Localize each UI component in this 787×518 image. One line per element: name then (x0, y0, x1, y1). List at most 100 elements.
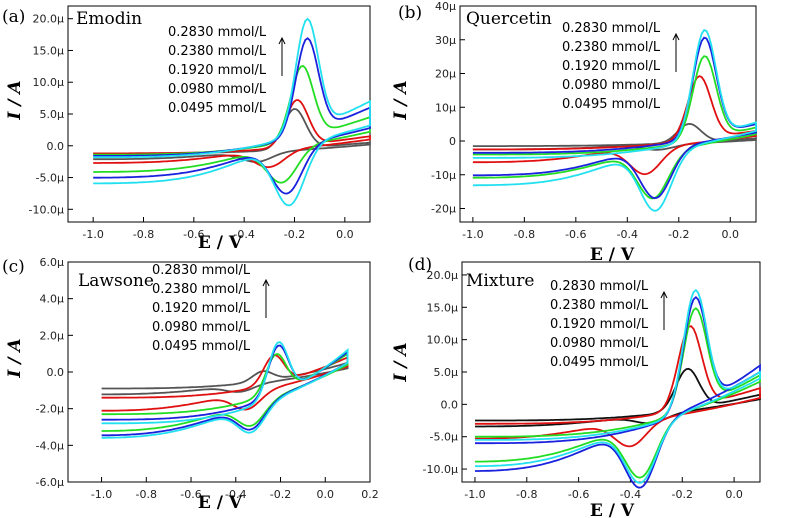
x-tick-label: -0.8 (133, 228, 154, 241)
legend-entry: 0.2830 mmol/L (562, 21, 661, 36)
legend-entry: 0.0980 mmol/L (550, 336, 649, 351)
series-line-3 (475, 295, 761, 489)
chart-title: Quercetin (466, 9, 552, 29)
x-tick-label: -0.4 (233, 228, 254, 241)
x-tick-label: -1.0 (464, 488, 485, 501)
legend-entry: 0.1920 mmol/L (550, 317, 649, 332)
panel-label: (d) (408, 255, 432, 275)
legend-entry: 0.2830 mmol/L (168, 25, 267, 40)
x-tick-label: -0.4 (617, 228, 638, 241)
x-tick-label: -0.2 (672, 488, 693, 501)
chart-title: Emodin (76, 9, 142, 29)
x-tick-label: -0.6 (568, 488, 589, 501)
x-axis-label: E / V (590, 245, 635, 265)
legend-entry: 0.0495 mmol/L (168, 101, 267, 116)
x-tick-label: -0.2 (668, 228, 689, 241)
x-tick-label: -0.6 (180, 488, 201, 501)
x-tick-label: 0.2 (361, 488, 379, 501)
y-tick-label: 0 (449, 135, 456, 148)
y-axis-label: I / A (391, 80, 411, 120)
y-tick-label: -20µ (431, 203, 456, 216)
x-axis-label: E / V (590, 501, 635, 518)
y-tick-label: 15.0µ (33, 44, 65, 57)
series-line-4 (472, 29, 757, 212)
y-tick-label: 0.0 (47, 366, 65, 379)
y-tick-label: 5.0µ (434, 366, 459, 379)
y-tick-label: 15.0µ (427, 301, 459, 314)
series-line-4 (93, 17, 371, 207)
panel-b: -1.0 -0.8 -0.6 -0.4 -0.2 0.0 -20µ -10µ 0 10µ 20µ 30… (391, 0, 757, 265)
y-tick-label: -10.0µ (29, 203, 64, 216)
y-tick-label: -10µ (431, 169, 456, 182)
x-tick-label: -0.2 (270, 488, 291, 501)
arrow-head (672, 32, 680, 41)
legend-entry: 0.0495 mmol/L (152, 339, 251, 354)
y-tick-label: -10.0µ (423, 463, 458, 476)
y-axis-label: I / A (5, 80, 25, 120)
legend-entry: 0.1920 mmol/L (168, 63, 267, 78)
panel-label: (a) (2, 7, 25, 27)
x-tick-label: -0.4 (225, 488, 246, 501)
legend-entry: 0.0980 mmol/L (152, 320, 251, 335)
x-tick-label: -0.4 (620, 488, 641, 501)
legend-entry: 0.0980 mmol/L (168, 82, 267, 97)
plot-frame (459, 5, 757, 223)
y-tick-label: 10µ (435, 101, 456, 114)
x-tick-label: -0.2 (284, 228, 305, 241)
x-tick-label: -1.0 (82, 228, 103, 241)
y-tick-label: 30µ (435, 34, 456, 47)
y-tick-label: -5.0µ (430, 431, 458, 444)
x-tick-label: -0.8 (514, 228, 535, 241)
panel-d: -1.0 -0.8 -0.6 -0.4 -0.2 0.0 -10.0µ -5.0µ 0.0 5.0… (391, 255, 761, 518)
y-tick-label: -5.0µ (36, 172, 64, 185)
y-tick-label: 20.0µ (33, 13, 65, 26)
series-line-4 (101, 341, 349, 439)
y-tick-label: 5.0µ (40, 108, 65, 121)
x-tick-label: -0.6 (183, 228, 204, 241)
y-tick-label: 20µ (435, 68, 456, 81)
legend-entry: 0.1920 mmol/L (152, 301, 251, 316)
y-tick-label: 0.0 (441, 398, 459, 411)
x-tick-label: 0.0 (725, 488, 743, 501)
series-line-1 (475, 325, 761, 448)
arrow-head (660, 290, 668, 299)
legend-entry: 0.2380 mmol/L (152, 282, 251, 297)
y-tick-label: 20.0µ (427, 269, 459, 282)
legend-entry: 0.0980 mmol/L (562, 78, 661, 93)
x-tick-label: 0.0 (317, 488, 335, 501)
y-tick-label: 6.0µ (40, 256, 65, 269)
legend-entry: 0.2830 mmol/L (152, 263, 251, 278)
chart-title: Mixture (466, 271, 534, 291)
y-axis-label: I / A (391, 342, 411, 382)
x-tick-label: -1.0 (462, 228, 483, 241)
x-tick-label: -0.8 (516, 488, 537, 501)
x-tick-label: -0.8 (136, 488, 157, 501)
arrow-head (278, 36, 286, 45)
y-tick-label: 0.0 (47, 140, 65, 153)
chart-title: Lawsone (78, 271, 154, 291)
y-tick-label: 2.0µ (40, 329, 65, 342)
x-tick-label: -0.6 (565, 228, 586, 241)
y-tick-label: -4.0µ (36, 439, 64, 452)
legend-entry: 0.0495 mmol/L (562, 97, 661, 112)
y-tick-label: -2.0µ (36, 403, 64, 416)
y-tick-label: -6.0µ (36, 476, 64, 489)
legend-entry: 0.2380 mmol/L (562, 40, 661, 55)
x-axis-label: E / V (198, 493, 243, 513)
y-tick-label: 10.0µ (427, 334, 459, 347)
arrow-head (262, 278, 270, 287)
legend-entry: 0.2380 mmol/L (168, 44, 267, 59)
y-tick-label: 10.0µ (33, 76, 65, 89)
legend-entry: 0.0495 mmol/L (550, 355, 649, 370)
series-line-0 (472, 122, 757, 151)
x-tick-label: -1.0 (91, 488, 112, 501)
x-axis-label: E / V (198, 233, 243, 253)
panel-a: -1.0 -0.8 -0.6 -0.4 -0.2 0.0 -10.0µ -5.0µ 0.0 5.0… (2, 5, 371, 253)
y-tick-label: 40µ (435, 0, 456, 13)
legend-entry: 0.1920 mmol/L (562, 59, 661, 74)
legend-entry: 0.2380 mmol/L (550, 298, 649, 313)
panel-label: (b) (398, 3, 422, 23)
x-tick-label: 0.0 (722, 228, 740, 241)
y-axis-label: I / A (5, 338, 25, 378)
